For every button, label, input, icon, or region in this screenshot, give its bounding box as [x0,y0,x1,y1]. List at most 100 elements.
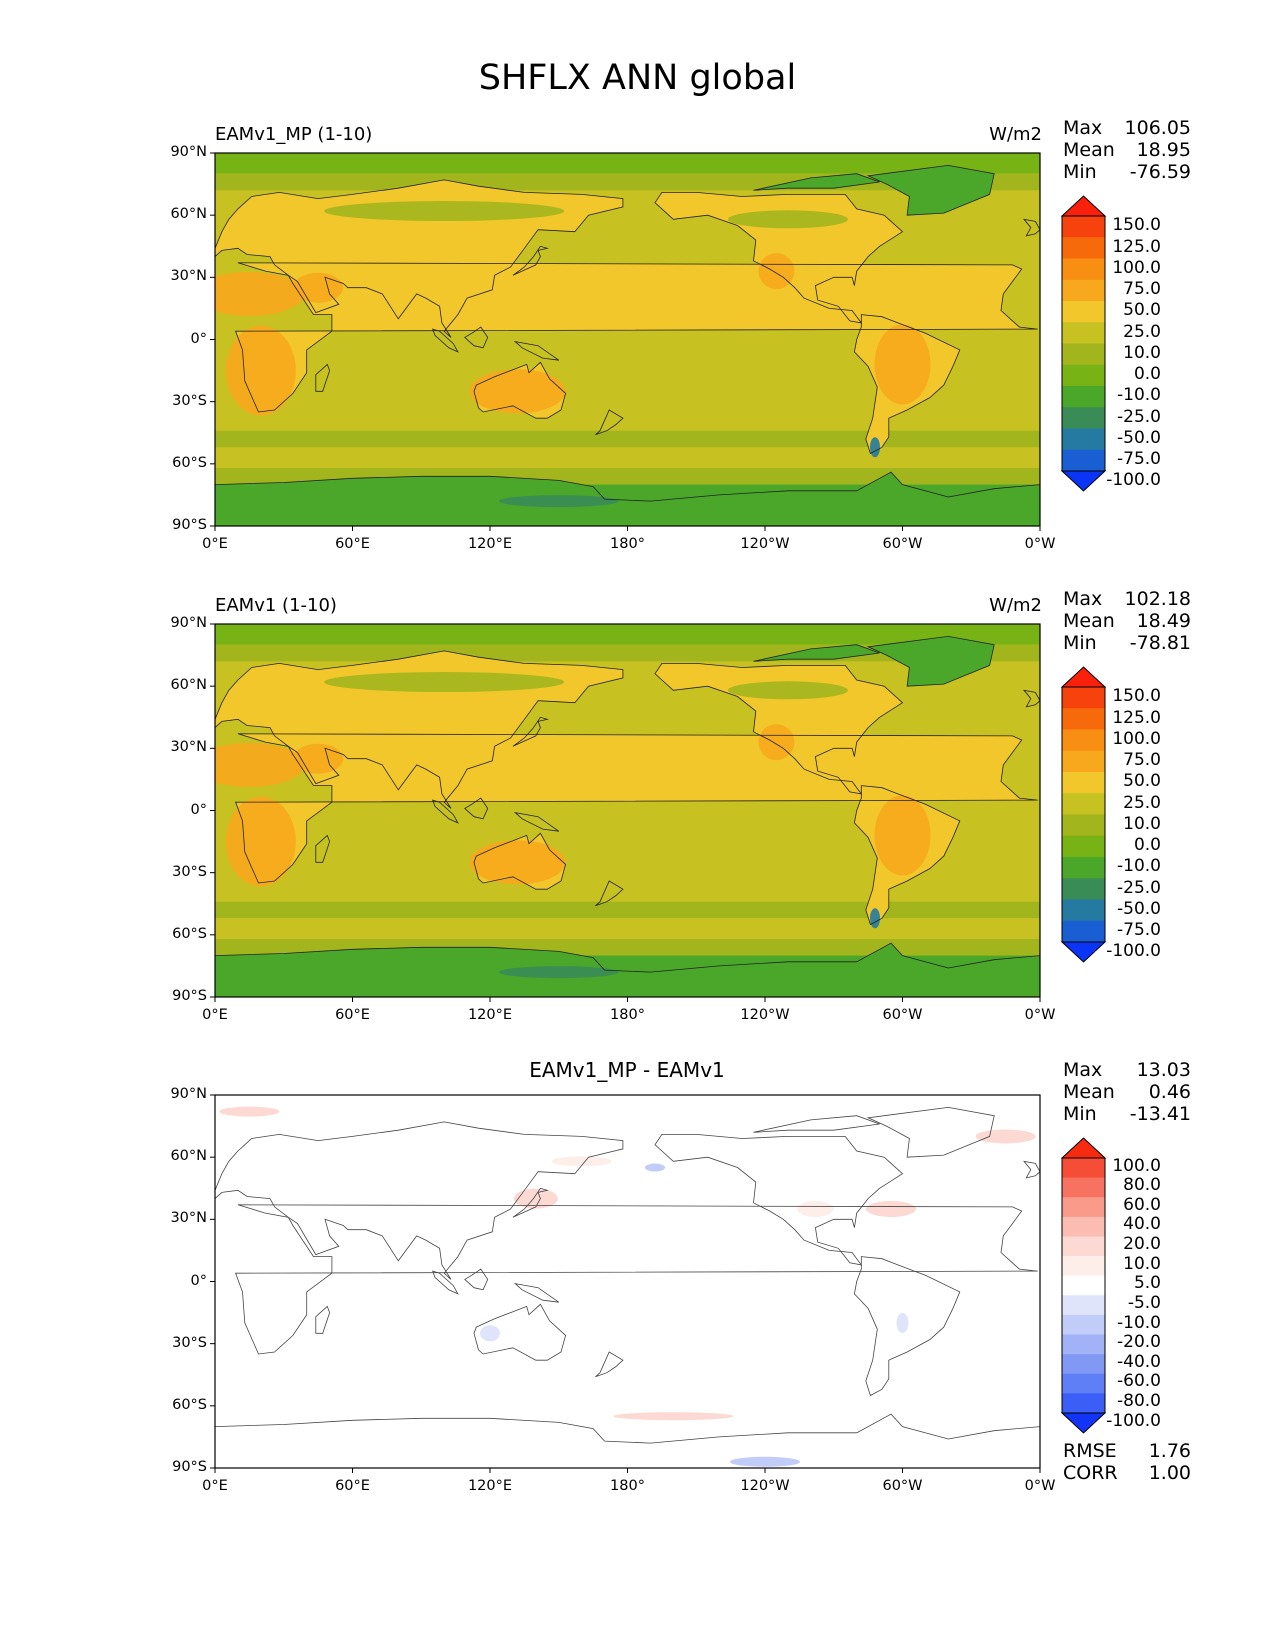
y-tick-label: 30°N [170,268,207,285]
colorbar-swatch [1062,386,1105,408]
x-tick-label: 60°W [882,536,923,552]
coastline-antarctica [215,942,1040,997]
colorbar-swatch [1062,750,1105,773]
boreal-cool-zone [324,672,565,693]
patagonia-cool-zone [870,908,880,929]
colorbar-swatch [1062,1158,1105,1179]
colorbar-level-label: -100.0 [1106,941,1161,962]
colorbar-level-label: -100.0 [1106,1410,1161,1431]
colorbar-level-label: 5.0 [1133,1273,1161,1294]
panel-1-title: EAMv1_MP (1-10) [215,124,373,145]
coastline-australia [473,361,567,419]
coastline-greenland [866,1106,995,1158]
map-panel-2 [210,623,1041,1002]
colorbar-level-label: -10.0 [1117,856,1161,877]
rmse-value: 1.76 [1148,1440,1191,1462]
figure-title: SHFLX ANN global [478,58,797,98]
land-greenland [868,165,995,216]
y-tick-label: 90°N [170,1086,207,1102]
y-tick-label: 90°S [172,517,207,533]
colorbar-level-label: 100.0 [1112,728,1161,749]
colorbar-3 [1060,1137,1107,1434]
coastline-antarctica [215,1413,1040,1468]
y-tick-label: 0° [190,801,207,818]
colorbar-level-label: -40.0 [1117,1351,1161,1372]
panel-2-units: W/m2 [989,595,1042,616]
hotspot-sahara [215,742,305,787]
colorbar-swatch [1062,343,1105,366]
stat-max-value: 106.05 [1124,117,1191,139]
y-tick-label: 60°N [170,206,207,223]
stat-mean-value: 0.46 [1148,1081,1191,1103]
hotspot-arabia [293,743,344,774]
colorbar-level-label: -50.0 [1117,898,1161,919]
stat-max-label: Max [1063,117,1103,139]
panel-1-units: W/m2 [989,124,1042,145]
colorbar-swatch [1062,1354,1105,1375]
southern-ocean-band [215,901,1040,919]
x-tick-label: 60°E [335,1478,370,1494]
stat-min-value: -76.59 [1129,161,1191,183]
colorbar-swatch [1062,1216,1105,1237]
coastline-sumatra [432,799,459,824]
diff-patch-positive [613,1412,734,1421]
coastline-japan [512,716,549,747]
colorbar-swatch [1062,322,1105,344]
coastline-nz [595,409,624,436]
colorbar-swatch [1062,729,1105,752]
hotspot-australia [469,840,566,885]
coastline-britain [1022,1160,1040,1179]
y-tick-label: 60°N [170,677,207,694]
coastline-samerica [853,314,961,455]
colorbar-level-label: 50.0 [1123,771,1161,792]
colorbar-level-label: 150.0 [1112,686,1161,707]
x-tick-label: 180° [610,1007,645,1023]
colorbar-swatch [1062,878,1105,900]
colorbar-swatch [1062,1236,1105,1257]
coastline-antarctica [215,471,1040,526]
hotspot-arabia [293,272,344,303]
y-tick-label: 30°S [172,1334,207,1351]
panel-3-title: EAMv1_MP - EAMv1 [529,1058,725,1082]
coastline-newguinea [513,811,560,832]
coastline-nz [595,880,624,907]
coastline-borneo [464,326,489,349]
hotspot-southern-africa [225,796,296,887]
colorbar-level-label: -75.0 [1117,449,1161,469]
diff-patch-positive [551,1156,612,1167]
colorbar-level-label: -75.0 [1117,920,1161,940]
coastline-namerica [654,663,904,795]
colorbar-2 [1060,666,1107,963]
y-tick-label: 30°S [172,863,207,880]
boreal-cool-zone-america [727,681,848,700]
x-tick-label: 60°W [882,1007,923,1023]
stat-max-label: Max [1063,588,1103,610]
y-tick-label: 60°S [172,925,207,942]
coastline-eurasia [215,1121,624,1280]
hotspot-south-america [874,324,931,405]
land-greenland [868,636,995,687]
diff-patch-negative [896,1312,909,1333]
panel-2-stats: Max 102.18 Mean 18.49 Min -78.81 [1063,588,1191,654]
colorbar-swatch [1062,1197,1105,1218]
x-tick-label: 0°W [1024,1478,1056,1494]
colorbar-swatch [1062,1275,1105,1296]
x-tick-label: 60°E [335,1007,370,1023]
hotspot-north-america [758,253,795,290]
arctic-band [215,624,1040,645]
hotspot-southern-africa [225,325,296,416]
colorbar-swatch [1062,1256,1105,1277]
colorbar-swatch [1062,835,1105,858]
stat-max-value: 13.03 [1136,1059,1191,1081]
colorbar-frame [1061,686,1106,943]
coastline-namerica [654,1134,904,1266]
coastline-eurasia [215,650,624,809]
stat-mean-value: 18.49 [1136,610,1191,632]
southern-ocean-band-warm [215,447,1040,468]
y-tick-label: 30°N [170,1210,207,1227]
boreal-cool-zone-america [727,210,848,229]
colorbar-level-label: 0.0 [1133,835,1161,855]
coastline-sumatra [432,328,459,353]
x-tick-label: 120°W [740,536,790,552]
